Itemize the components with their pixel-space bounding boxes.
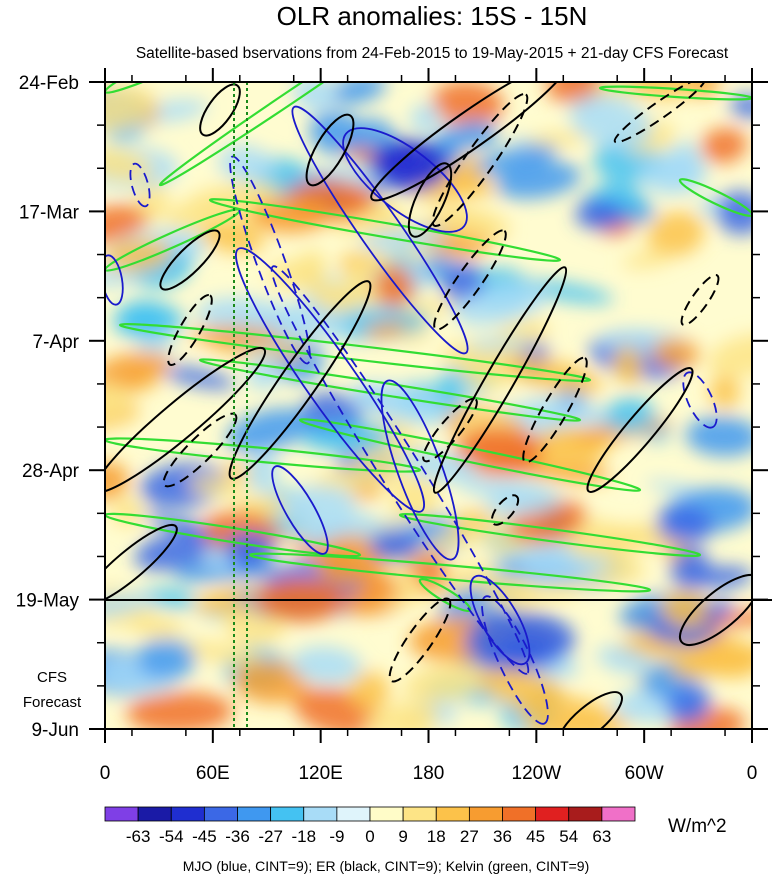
er-contour [105, 346, 267, 494]
colorbar-units: W/m^2 [668, 816, 727, 837]
mjo-contour [105, 254, 124, 306]
er-contour [431, 92, 529, 228]
colorbar-swatch [568, 806, 603, 822]
x-tick-label: 180 [413, 763, 445, 784]
colorbar-level-label: 18 [427, 827, 446, 846]
er-contour [370, 82, 570, 202]
colorbar-level-label: 0 [365, 827, 374, 846]
colorbar-level-label: 27 [460, 827, 479, 846]
colorbar-level-label: -63 [126, 827, 151, 846]
colorbar-swatch [435, 806, 470, 822]
colorbar-swatch [137, 806, 172, 822]
kelvin-contour [158, 82, 422, 187]
kelvin-contour [198, 358, 582, 422]
colorbar-swatch [502, 806, 537, 822]
er-contour [167, 294, 213, 366]
er-contour [613, 82, 707, 144]
x-tick-label: 60W [625, 763, 664, 784]
colorbar-level-label: -27 [258, 827, 283, 846]
y-tick-label: 7-Apr [33, 332, 80, 353]
y-tick-label: 24-Feb [19, 73, 79, 94]
x-tick-label: 0 [747, 763, 758, 784]
er-contour [680, 274, 720, 326]
mjo-contour [129, 162, 151, 208]
chart-subtitle: Satellite-based bservations from 24-Feb-… [136, 45, 729, 62]
y-tick-label: 19-May [16, 591, 80, 612]
x-tick-label: 60E [196, 763, 230, 784]
x-tick-label: 120E [298, 763, 342, 784]
colorbar-level-label: 63 [592, 827, 611, 846]
plot-area [105, 82, 752, 729]
colorbar-swatch [336, 806, 371, 822]
colorbar-level-label: -9 [329, 827, 344, 846]
mjo-contour [682, 371, 718, 429]
kelvin-contour [208, 198, 562, 262]
kelvin-contour [248, 552, 652, 593]
er-contour [522, 356, 588, 464]
colorbar-swatch [402, 806, 437, 822]
colorbar-level-label: 45 [526, 827, 545, 846]
mjo-contour [235, 247, 425, 513]
colorbar-swatch [535, 806, 570, 822]
er-contour [407, 162, 453, 238]
er-contour [433, 229, 507, 331]
colorbar-level-label: -45 [192, 827, 217, 846]
colorbar-swatch [601, 806, 636, 822]
colorbar: -63 -54 -45 -36 -27 -18 -9 0 9 18 27 36 45 54 63 [104, 806, 636, 846]
er-contour [586, 367, 694, 493]
colorbar-level-label: 36 [493, 827, 512, 846]
er-contour [678, 574, 752, 646]
er-contour [557, 691, 623, 729]
colorbar-level-label: 54 [559, 827, 578, 846]
x-tick-label: 0 [100, 763, 111, 784]
y-tick-label: 17-Mar [19, 202, 80, 223]
mjo-contours [105, 105, 718, 725]
mjo-contour [481, 595, 549, 725]
er-contours [105, 82, 752, 729]
kelvin-contour [105, 437, 422, 473]
er-contour [199, 83, 241, 137]
er-contour [159, 229, 221, 291]
er-contour [422, 397, 478, 463]
er-contour [490, 494, 520, 526]
kelvin-contour [298, 418, 642, 492]
mjo-contour [271, 465, 329, 555]
colorbar-swatch [170, 806, 205, 822]
mjo-contour [270, 265, 530, 675]
mjo-contour [469, 574, 531, 666]
mjo-contour [291, 105, 469, 355]
colorbar-swatch [203, 806, 238, 822]
mjo-contour [229, 155, 311, 365]
colorbar-level-label: -18 [291, 827, 316, 846]
colorbar-swatch [104, 806, 139, 822]
x-tick-label: 120W [512, 763, 562, 784]
er-contour [162, 412, 238, 488]
y-tick-label: 28-Apr [22, 461, 80, 482]
er-contour [105, 523, 178, 607]
forecast-label-line2: Forecast [23, 694, 82, 711]
kelvin-contour [398, 513, 702, 557]
er-contour [432, 266, 568, 494]
mjo-contour [380, 379, 460, 561]
colorbar-swatch [468, 806, 503, 822]
colorbar-level-label: -36 [225, 827, 250, 846]
kelvin-contour [118, 323, 592, 382]
colorbar-swatch [303, 806, 338, 822]
colorbar-swatch [369, 806, 404, 822]
er-contour [228, 280, 372, 480]
footnote: MJO (blue, CINT=9); ER (black, CINT=9); … [183, 858, 590, 874]
chart-title: OLR anomalies: 15S - 15N [277, 1, 588, 31]
colorbar-swatch [270, 806, 305, 822]
forecast-label-line1: CFS [37, 669, 67, 686]
er-contour [305, 113, 355, 187]
colorbar-level-label: -54 [159, 827, 184, 846]
colorbar-swatch [237, 806, 272, 822]
y-tick-label: 9-Jun [31, 720, 79, 741]
axes: 0 60E 120E 180 120W 60W 0 24-Feb 17-Mar 7-Apr 28-A… [16, 68, 768, 784]
colorbar-level-label: 9 [398, 827, 407, 846]
